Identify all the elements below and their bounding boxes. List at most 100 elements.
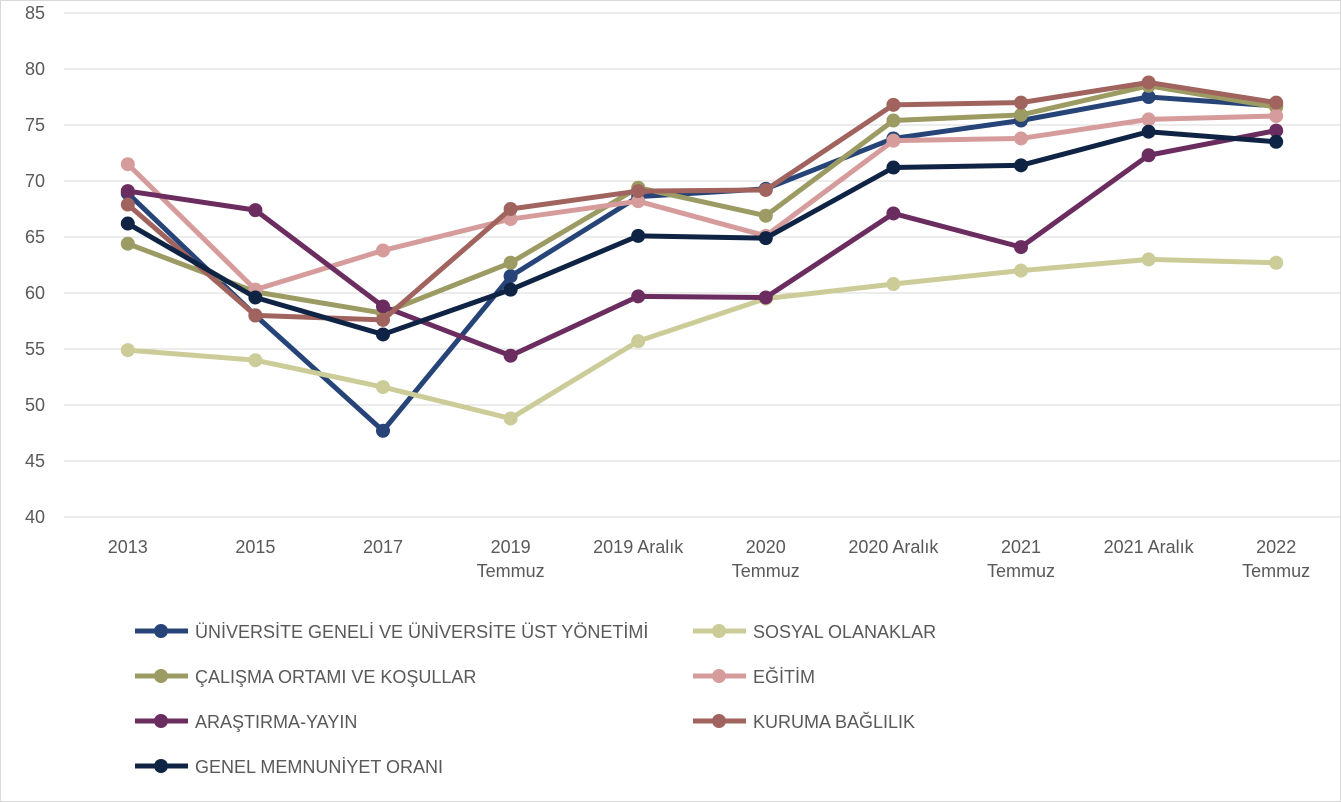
- data-point: [886, 133, 901, 148]
- data-point: [886, 97, 901, 112]
- x-tick-label-box: 2020 Temmuz: [731, 537, 800, 581]
- data-point: [503, 212, 518, 227]
- data-point: [120, 343, 135, 358]
- data-point: [376, 243, 390, 258]
- data-point: [886, 206, 901, 221]
- data-point: [631, 184, 646, 199]
- x-tick-label-box: 2019 Temmuz: [476, 537, 545, 581]
- data-point: [1269, 109, 1284, 124]
- legend-marker: [154, 714, 168, 728]
- data-point: [1141, 90, 1156, 104]
- x-tick-label-box: 2013: [107, 537, 148, 557]
- y-tick-label: 55: [25, 339, 45, 359]
- x-tick-label: 2020 Temmuz: [731, 537, 800, 581]
- data-point: [1269, 123, 1284, 138]
- x-tick-label-box: 2015: [235, 537, 276, 557]
- x-tick-label-box: 2021 Temmuz: [986, 537, 1055, 581]
- y-tick-label: 75: [25, 115, 45, 135]
- data-point: [631, 194, 646, 209]
- data-point: [1014, 107, 1028, 122]
- data-point: [503, 255, 518, 270]
- y-tick-label: 65: [25, 227, 45, 247]
- x-tick-label-box: 2021 Aralık: [1103, 537, 1194, 557]
- data-point: [503, 269, 518, 284]
- legend-marker: [712, 624, 726, 638]
- legend-marker: [154, 624, 168, 638]
- series-line: [127, 128, 1277, 359]
- x-tick-label: 2022 Temmuz: [1242, 537, 1311, 581]
- data-point: [631, 228, 646, 243]
- data-point: [376, 299, 390, 314]
- data-point: [376, 380, 390, 395]
- x-tick-label-box: 2017: [362, 537, 403, 557]
- data-point: [1141, 148, 1156, 163]
- x-tick-label: 2021 Aralık: [1103, 537, 1194, 557]
- data-point: [120, 157, 135, 172]
- data-point: [1014, 158, 1028, 173]
- series-line: [126, 83, 1277, 316]
- x-tick-label-box: 2020 Aralık: [848, 537, 939, 557]
- x-tick-label-box: 2019 Aralık: [593, 537, 684, 557]
- data-point: [1141, 112, 1156, 127]
- x-tick-label: 2021 Temmuz: [986, 537, 1055, 581]
- x-tick-label: 2017: [362, 537, 403, 557]
- legend-label: GENEL MEMNUNİYET ORANI: [195, 757, 443, 777]
- data-point: [1014, 263, 1028, 278]
- data-point: [120, 197, 135, 212]
- data-point: [1141, 124, 1156, 139]
- data-point: [886, 113, 901, 128]
- data-point: [503, 348, 518, 363]
- data-point: [120, 236, 135, 251]
- data-point: [758, 231, 773, 246]
- x-tick-label: 2015: [235, 537, 276, 557]
- data-point: [1269, 255, 1284, 270]
- x-tick-label-box: 2022 Temmuz: [1242, 537, 1311, 581]
- legend-label: KURUMA BAĞLILIK: [753, 711, 915, 732]
- y-tick-label: 50: [25, 395, 45, 415]
- series-line: [127, 256, 1277, 421]
- y-tick-label: 70: [25, 171, 45, 191]
- series-line: [126, 113, 1277, 293]
- x-tick-label: 2020 Aralık: [848, 537, 939, 557]
- data-point: [376, 327, 390, 342]
- x-tick-label: 2019 Aralık: [593, 537, 684, 557]
- data-point: [503, 282, 518, 297]
- data-point: [248, 203, 263, 218]
- x-tick-label: 2013: [107, 537, 148, 557]
- y-tick-label: 85: [25, 3, 45, 23]
- legend-label: ARAŞTIRMA-YAYIN: [195, 712, 357, 732]
- data-point: [758, 290, 773, 305]
- data-point: [1141, 75, 1156, 90]
- y-tick-label: 60: [25, 283, 45, 303]
- legend-marker: [712, 714, 726, 728]
- legend-label: ÜNİVERSİTE GENELİ VE ÜNİVERSİTE ÜST YÖNE…: [195, 622, 648, 642]
- x-tick-label: 2019 Temmuz: [476, 537, 545, 581]
- series-line: [126, 129, 1277, 337]
- data-point: [1141, 252, 1156, 267]
- legend-label: EĞİTİM: [753, 666, 815, 687]
- data-point: [120, 216, 135, 231]
- data-point: [248, 353, 263, 368]
- legend-marker: [154, 669, 168, 683]
- legend-marker: [712, 669, 726, 683]
- y-tick-label: 40: [25, 507, 45, 527]
- legend-label: SOSYAL OLANAKLAR: [753, 622, 936, 642]
- data-point: [503, 202, 518, 216]
- data-point: [758, 182, 773, 197]
- data-point: [120, 184, 135, 199]
- legend-label: ÇALIŞMA ORTAMI VE KOŞULLAR: [195, 667, 476, 687]
- data-point: [376, 423, 390, 438]
- y-tick-label: 45: [25, 451, 45, 471]
- data-point: [1014, 95, 1028, 110]
- data-point: [631, 289, 646, 304]
- data-point: [248, 308, 263, 323]
- legend-marker: [154, 759, 168, 773]
- data-point: [886, 160, 901, 175]
- data-point: [248, 290, 263, 305]
- data-point: [503, 411, 518, 426]
- data-point: [758, 208, 773, 223]
- data-point: [1014, 240, 1028, 255]
- y-tick-label: 80: [25, 59, 45, 79]
